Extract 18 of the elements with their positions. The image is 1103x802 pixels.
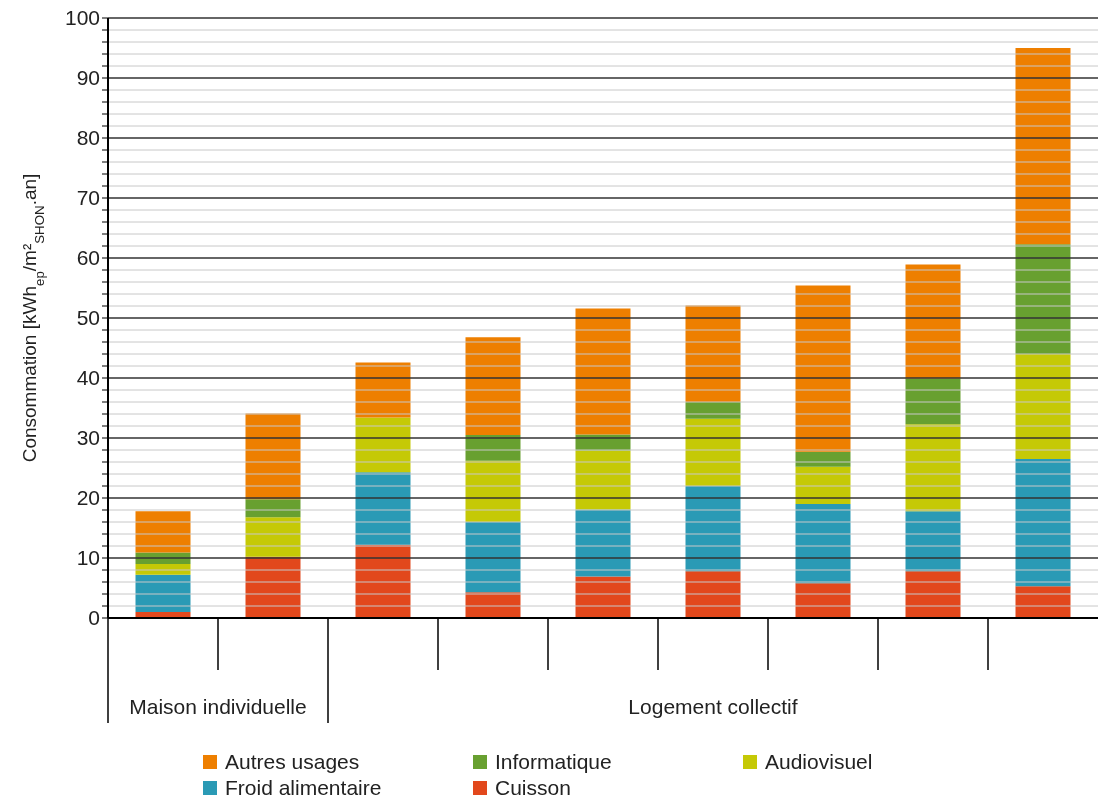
y-tick-label: 100 <box>64 6 100 30</box>
text: Logement collectif <box>628 695 798 718</box>
legend-label: Informatique <box>495 750 612 774</box>
y-tick-label: 20 <box>76 486 100 510</box>
legend-label: Cuisson <box>495 776 571 800</box>
y-tick-label: 50 <box>76 306 100 330</box>
y-tick-label: 0 <box>88 606 100 630</box>
legend-label: Autres usages <box>225 750 360 774</box>
y-tick-label: 70 <box>76 186 100 210</box>
y-tick-label: 10 <box>76 546 100 570</box>
y-tick-label: 80 <box>76 126 100 150</box>
text: Maison individuelle <box>129 695 307 718</box>
y-tick-label: 30 <box>76 426 100 450</box>
y-tick-label: 90 <box>76 66 100 90</box>
legend-label: Froid alimentaire <box>225 776 382 800</box>
y-tick-label: 40 <box>76 366 100 390</box>
legend-label: Audiovisuel <box>765 750 873 774</box>
y-tick-label: 60 <box>76 246 100 270</box>
